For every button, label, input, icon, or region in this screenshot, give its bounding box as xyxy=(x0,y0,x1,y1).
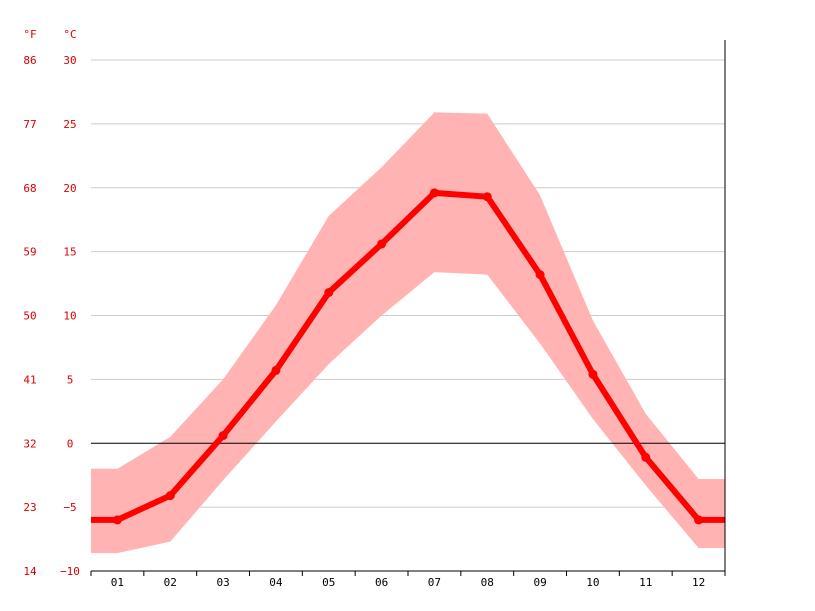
x-tick-label: 05 xyxy=(322,576,335,589)
celsius-unit-label: °C xyxy=(63,28,76,41)
x-tick-label: 02 xyxy=(164,576,177,589)
y-tick-label-f: 86 xyxy=(23,54,36,67)
data-point xyxy=(165,491,175,501)
y-tick-label-c: 5 xyxy=(67,373,74,386)
data-point xyxy=(588,369,598,379)
y-tick-label-f: 59 xyxy=(23,246,36,259)
data-point xyxy=(377,239,387,249)
x-tick-label: 03 xyxy=(216,576,229,589)
data-point xyxy=(641,452,651,462)
y-tick-label-c: 15 xyxy=(63,246,76,259)
x-tick-label: 08 xyxy=(481,576,494,589)
x-tick-label: 12 xyxy=(692,576,705,589)
axes xyxy=(90,40,726,576)
x-tick-label: 04 xyxy=(269,576,283,589)
x-tick-label: 09 xyxy=(533,576,546,589)
y-tick-label-f: 32 xyxy=(23,437,36,450)
y-tick-label-c: 30 xyxy=(63,54,76,67)
data-point xyxy=(324,288,334,298)
data-point xyxy=(218,431,228,441)
data-point xyxy=(482,192,492,202)
temperature-range xyxy=(91,112,725,554)
data-point xyxy=(271,365,281,375)
y-tick-label-f: 41 xyxy=(23,373,36,386)
temperature-range-band xyxy=(91,112,725,554)
data-point xyxy=(694,515,704,525)
mean-temperature-line xyxy=(91,189,725,523)
y-tick-label-f: 23 xyxy=(23,501,36,514)
y-tick-label-f: 14 xyxy=(23,565,37,578)
axis-labels: °F °C 86 30 77 25 68 20 59 15 50 10 41 5 32 0 23 −5 14 −1… xyxy=(23,28,705,589)
y-tick-label-c: 20 xyxy=(63,182,76,195)
y-tick-label-f: 50 xyxy=(23,310,36,323)
mean-temperature-series xyxy=(91,188,725,525)
x-tick-label: 01 xyxy=(111,576,124,589)
x-tick-label: 10 xyxy=(586,576,599,589)
fahrenheit-unit-label: °F xyxy=(23,28,36,41)
x-tick-label: 07 xyxy=(428,576,441,589)
data-point xyxy=(535,270,545,280)
y-tick-label-f: 68 xyxy=(23,182,36,195)
y-tick-label-f: 77 xyxy=(23,118,36,131)
y-tick-label-c: 0 xyxy=(67,437,74,450)
y-tick-label-c: 10 xyxy=(63,310,76,323)
y-tick-label-c: −5 xyxy=(63,501,76,514)
y-tick-label-c: 25 xyxy=(63,118,76,131)
x-tick-label: 11 xyxy=(639,576,652,589)
x-tick-label: 06 xyxy=(375,576,388,589)
y-tick-label-c: −10 xyxy=(60,565,80,578)
data-point xyxy=(429,188,439,198)
data-point xyxy=(112,515,122,525)
